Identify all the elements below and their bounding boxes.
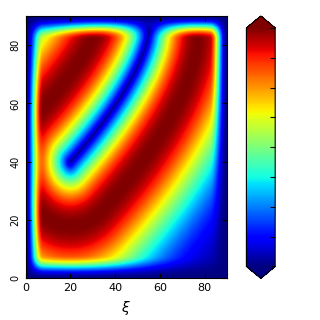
X-axis label: $\xi$: $\xi$ xyxy=(122,299,131,317)
PathPatch shape xyxy=(246,267,275,278)
PathPatch shape xyxy=(246,16,275,28)
